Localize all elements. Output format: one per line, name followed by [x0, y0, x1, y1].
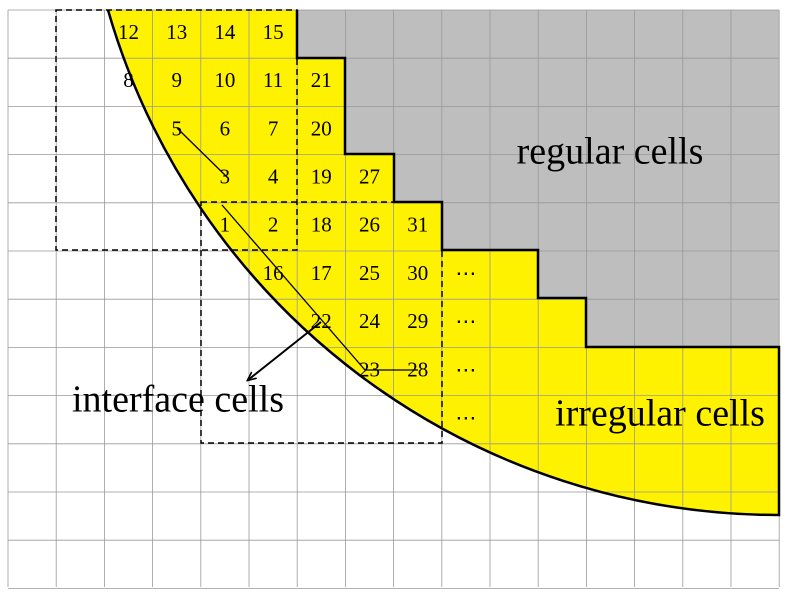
cell-label: 21	[311, 68, 332, 92]
cell-label: 26	[359, 213, 380, 237]
cell-label: 12	[118, 20, 139, 44]
cell-label: 15	[263, 20, 284, 44]
dashed-box	[200, 201, 443, 444]
cell-label: ⋯	[455, 309, 476, 333]
cell-label: ⋯	[455, 357, 476, 381]
cell-label: 20	[311, 116, 332, 140]
cell-label: 9	[171, 68, 182, 92]
cell-label: 4	[268, 165, 279, 189]
cell-label: 27	[359, 165, 380, 189]
cell-label: 7	[268, 116, 279, 140]
cell-label: 6	[220, 116, 231, 140]
boundary	[106, 9, 781, 517]
cell-label: 2	[268, 213, 279, 237]
dashed-box	[55, 9, 298, 251]
cell-label: 18	[311, 213, 332, 237]
cell-label: 30	[407, 261, 428, 285]
interface-label: interface cells	[72, 379, 284, 421]
cell-label: 22	[311, 309, 332, 333]
irregular-region	[108, 10, 779, 515]
cell-label: 25	[359, 261, 380, 285]
irregular-label: irregular cells	[555, 393, 765, 435]
cell-label: 29	[407, 309, 428, 333]
path-line	[176, 127, 229, 179]
cell-label: 10	[214, 68, 235, 92]
cell-label: 14	[214, 20, 236, 44]
cell-label: 23	[359, 357, 380, 381]
cell-label: 5	[171, 116, 182, 140]
cell-label: 3	[220, 165, 231, 189]
cell-label: ⋯	[455, 406, 476, 430]
path-line	[221, 204, 418, 371]
cell-label: 8	[123, 68, 134, 92]
cell-label: 11	[263, 68, 283, 92]
cell-label: 28	[407, 357, 428, 381]
cell-label: 19	[311, 165, 332, 189]
cell-label: 31	[407, 213, 428, 237]
cell-label: 17	[311, 261, 332, 285]
regular-label: regular cells	[517, 131, 704, 173]
cell-label: 16	[263, 261, 284, 285]
arrow	[248, 321, 322, 380]
cell-label: 24	[359, 309, 381, 333]
cell-label: ⋯	[455, 261, 476, 285]
cell-label: 13	[166, 20, 187, 44]
cell-label: 1	[220, 213, 231, 237]
